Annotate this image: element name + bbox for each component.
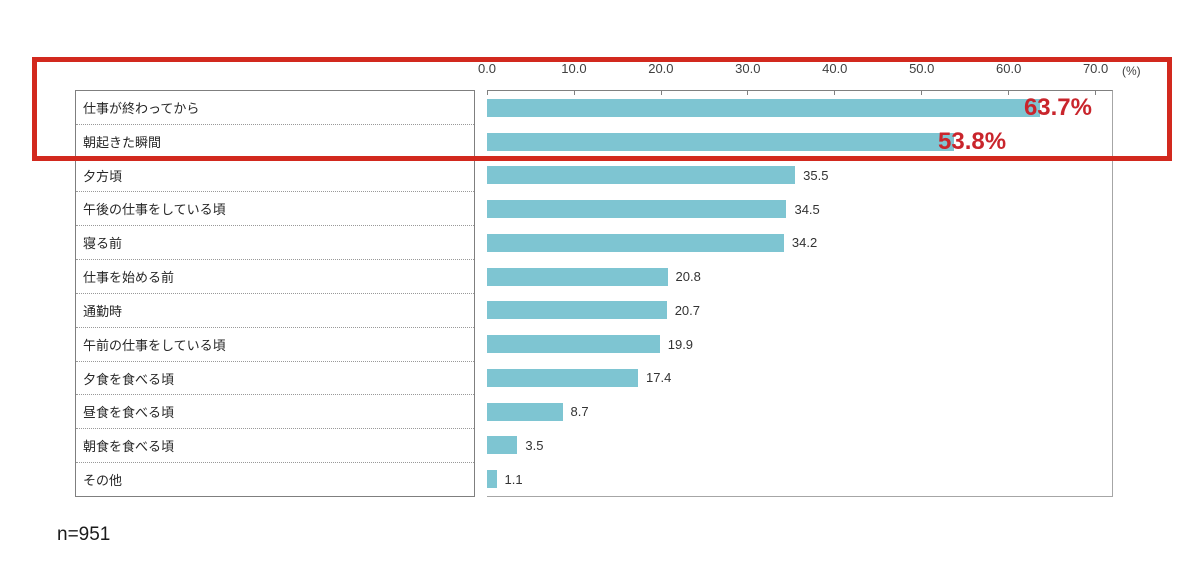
axis-tick-mark xyxy=(834,91,836,95)
category-row: 昼食を食べる頃 xyxy=(76,395,474,430)
bar-row: 34.2 xyxy=(487,226,1112,260)
bar-value-label: 34.5 xyxy=(794,201,820,217)
category-table: 仕事が終わってから 朝起きた瞬間 夕方頃午後の仕事をしている頃 寝る前仕事を始める前通… xyxy=(75,90,475,497)
category-row: その他 xyxy=(76,463,474,496)
bar xyxy=(487,368,639,387)
category-row: 夕食を食べる頃 xyxy=(76,362,474,396)
bar-row: 34.5 xyxy=(487,192,1112,226)
category-row: 朝起きた瞬間 xyxy=(76,125,474,159)
bar-row: 53.8% xyxy=(487,125,1112,159)
category-label: 午後の仕事をしている頃 xyxy=(83,202,226,218)
axis-tick-mark xyxy=(747,91,749,95)
axis-tick-label: 10.0 xyxy=(561,61,587,76)
bar xyxy=(487,436,518,455)
bar-value-label: 1.1 xyxy=(504,471,523,487)
axis-tick-mark xyxy=(921,91,923,95)
category-label: 昼食を食べる頃 xyxy=(83,405,175,421)
bar-value-label: 20.8 xyxy=(675,269,701,285)
category-row: 仕事を始める前 xyxy=(76,260,474,294)
bar xyxy=(487,301,667,320)
bar-row: 1.1 xyxy=(487,462,1112,496)
axis-tick-label: 0.0 xyxy=(477,61,497,76)
category-row: 午前の仕事をしている頃 xyxy=(76,328,474,362)
bar-value-label: 17.4 xyxy=(646,370,672,386)
axis-tick-label: 70.0 xyxy=(1082,61,1109,76)
axis-tick-label: 60.0 xyxy=(996,61,1022,76)
bar-value-label: 34.2 xyxy=(791,235,818,251)
category-row: 午後の仕事をしている頃 xyxy=(76,192,474,227)
bar-row: 63.7% xyxy=(487,91,1112,125)
bar xyxy=(487,166,796,185)
bar-value-label: 20.7 xyxy=(674,302,700,318)
bar xyxy=(487,335,660,354)
axis-tick-labels: 0.0 10.0 20.0 30.0 40.0 50.0 60.0 70.0 xyxy=(478,61,1113,77)
axis-tick-mark xyxy=(573,91,575,95)
axis-tick-mark xyxy=(487,91,488,95)
category-label: 仕事を始める前 xyxy=(83,270,175,286)
bar-row: 17.4 xyxy=(487,361,1112,395)
category-row: 寝る前 xyxy=(76,226,474,261)
bar-value-label: 63.7% xyxy=(1023,93,1092,121)
bar-row: 35.5 xyxy=(487,159,1112,193)
axis-tick-mark xyxy=(1094,91,1096,95)
bar-row: 20.7 xyxy=(487,294,1112,328)
bar xyxy=(487,98,1040,117)
category-row: 仕事が終わってから xyxy=(76,91,474,125)
category-label: 寝る前 xyxy=(83,236,123,252)
bar xyxy=(487,470,497,489)
bar xyxy=(487,267,668,286)
bar-row: 3.5 xyxy=(487,429,1112,463)
plot-rows: 63.7% 53.8% 35.5 34.5 34.2 20.8 20.7 19.9 17.4 8.… xyxy=(487,91,1112,496)
bar xyxy=(487,233,784,252)
bar-value-label: 53.8% xyxy=(938,127,1007,155)
bar-row: 20.8 xyxy=(487,260,1112,294)
axis-tick-mark xyxy=(660,91,662,95)
category-label: 夕食を食べる頃 xyxy=(83,371,175,387)
bar xyxy=(487,200,787,219)
axis-tick-label: 20.0 xyxy=(648,61,674,76)
category-label: 通勤時 xyxy=(83,303,123,319)
category-label: 夕方頃 xyxy=(83,168,123,184)
category-row: 通勤時 xyxy=(76,294,474,328)
axis-tick-mark xyxy=(1007,91,1009,95)
bar-value-label: 19.9 xyxy=(667,336,694,352)
bar-row: 8.7 xyxy=(487,395,1112,429)
category-label: 仕事が終わってから xyxy=(83,100,200,116)
axis-tick-label: 30.0 xyxy=(735,61,761,76)
category-row: 朝食を食べる頃 xyxy=(76,429,474,464)
category-label: 午前の仕事をしている頃 xyxy=(83,337,226,353)
bar-value-label: 35.5 xyxy=(803,167,829,183)
axis-tick-label: 50.0 xyxy=(909,61,935,76)
axis-unit-label: (%) xyxy=(1122,64,1141,78)
bar xyxy=(487,132,954,151)
bar-value-label: 3.5 xyxy=(525,437,544,453)
bar-value-label: 8.7 xyxy=(570,404,589,420)
plot-area: 63.7% 53.8% 35.5 34.5 34.2 20.8 20.7 19.9 17.4 8.… xyxy=(487,90,1113,497)
bar-row: 19.9 xyxy=(487,327,1112,361)
category-row: 夕方頃 xyxy=(76,159,474,193)
category-label: 朝食を食べる頃 xyxy=(83,439,175,455)
sample-size-note: n=951 xyxy=(57,524,111,545)
axis-tick-label: 40.0 xyxy=(822,61,848,76)
category-label: 朝起きた瞬間 xyxy=(83,134,162,150)
bar xyxy=(487,402,563,421)
category-label: その他 xyxy=(83,473,123,489)
